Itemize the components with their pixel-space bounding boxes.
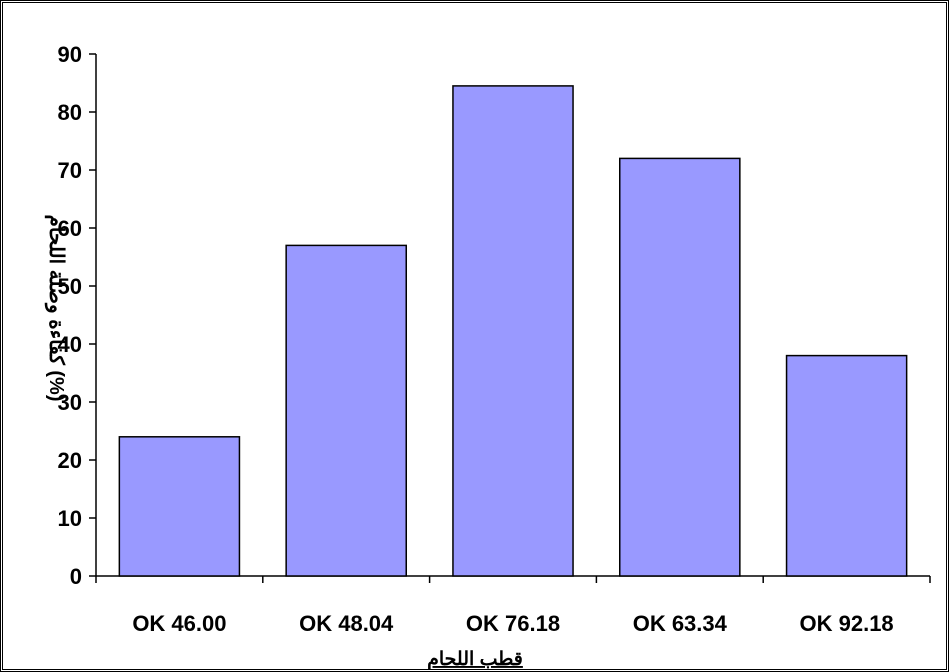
x-axis-label: قطب اللحام bbox=[427, 649, 523, 670]
y-tick-label: 10 bbox=[58, 506, 82, 531]
bar-OK-63-34 bbox=[619, 157, 741, 577]
y-tick-label: 0 bbox=[70, 564, 82, 589]
bar-OK-46-00 bbox=[118, 436, 241, 577]
y-ticks: 0 10 20 30 40 50 60 70 80 90 bbox=[58, 42, 96, 589]
y-tick-label: 90 bbox=[58, 42, 82, 67]
x-tick-label: OK 76.18 bbox=[466, 611, 560, 636]
y-axis-label: كفاءة وصلة اللحام (%) bbox=[44, 214, 67, 401]
y-tick-label: 80 bbox=[58, 100, 82, 125]
bar-OK-76-18 bbox=[452, 85, 574, 577]
x-tick-label: OK 92.18 bbox=[800, 611, 894, 636]
bars bbox=[118, 85, 908, 577]
y-tick-label: 50 bbox=[58, 274, 82, 299]
y-tick-label: 20 bbox=[58, 448, 82, 473]
x-tick-labels: OK 46.00 OK 48.04 OK 76.18 OK 63.34 OK 92.18 bbox=[132, 611, 893, 636]
y-tick-label: 60 bbox=[58, 216, 82, 241]
y-tick-label: 40 bbox=[58, 332, 82, 357]
bar-OK-48-04 bbox=[285, 244, 407, 577]
x-tick-label: OK 63.34 bbox=[633, 611, 728, 636]
y-tick-label: 70 bbox=[58, 158, 82, 183]
x-tick-label: OK 46.00 bbox=[132, 611, 226, 636]
x-ticks bbox=[95, 576, 931, 583]
y-tick-label: 30 bbox=[58, 390, 82, 415]
bar-OK-92-18 bbox=[785, 354, 908, 577]
x-tick-label: OK 48.04 bbox=[299, 611, 394, 636]
